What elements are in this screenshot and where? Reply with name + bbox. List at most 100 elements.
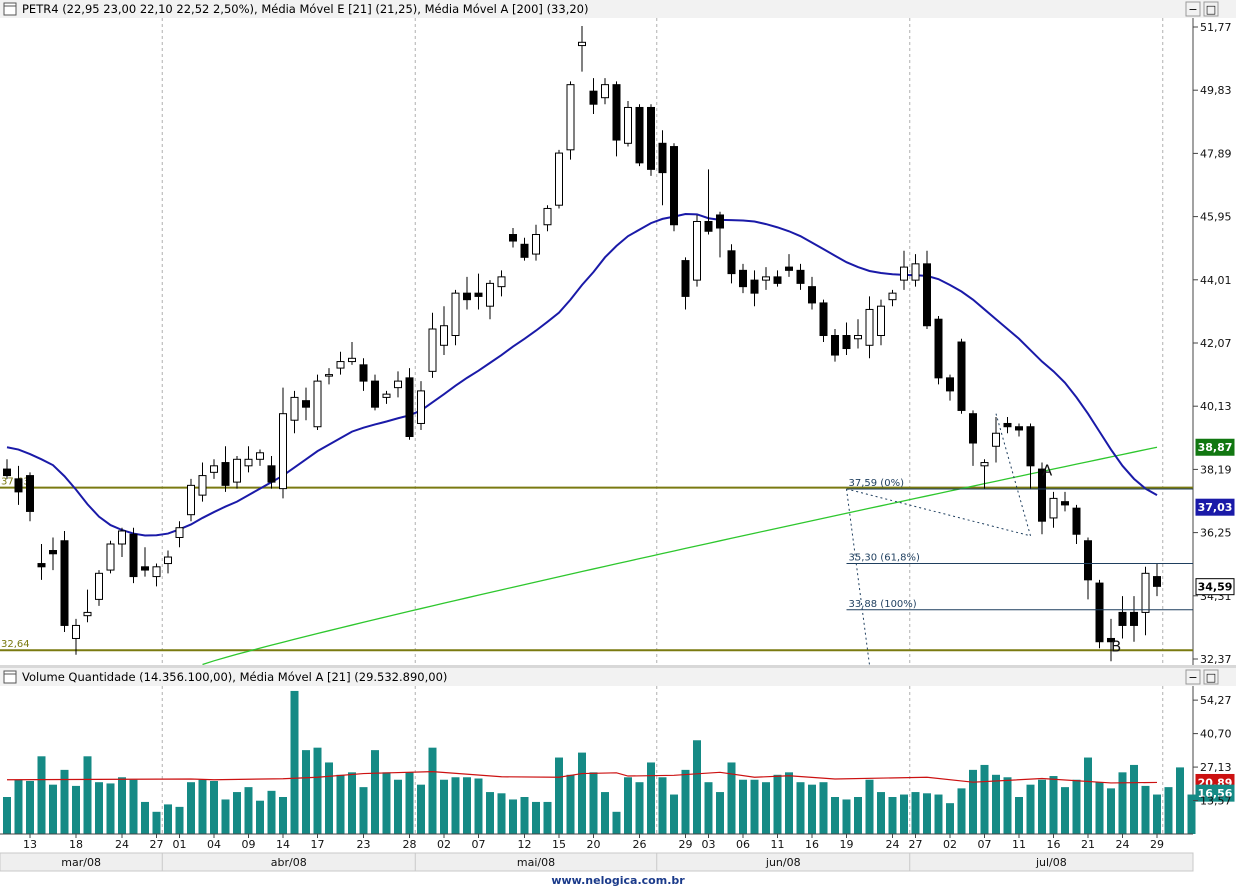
volume-bar[interactable] (14, 779, 23, 834)
candle[interactable] (1061, 491, 1069, 512)
candle[interactable] (233, 456, 241, 489)
candle[interactable] (727, 244, 736, 284)
volume-bar[interactable] (1061, 787, 1069, 834)
volume-bar[interactable] (865, 779, 874, 834)
candle[interactable] (900, 250, 908, 290)
candle[interactable] (842, 322, 851, 356)
volume-bar[interactable] (279, 797, 287, 834)
volume-maximize-button[interactable] (1203, 669, 1219, 685)
volume-bar[interactable] (727, 762, 736, 834)
candle[interactable] (83, 589, 92, 623)
volume-bar[interactable] (877, 792, 885, 834)
volume-bar[interactable] (60, 769, 69, 834)
volume-bar[interactable] (555, 757, 563, 834)
volume-bar[interactable] (474, 778, 483, 835)
volume-bar[interactable] (566, 774, 575, 834)
volume-bar[interactable] (1176, 767, 1184, 834)
volume-bar[interactable] (463, 777, 471, 834)
volume-bar[interactable] (1038, 779, 1046, 834)
candle[interactable] (750, 270, 759, 307)
candle[interactable] (267, 456, 276, 489)
volume-ma-line[interactable] (6, 770, 1158, 784)
volume-bar[interactable] (72, 785, 80, 834)
volume-bar[interactable] (1187, 794, 1196, 834)
candle[interactable] (808, 276, 816, 310)
maximize-button[interactable] (1203, 1, 1219, 17)
candle[interactable] (382, 390, 391, 404)
candle[interactable] (129, 527, 138, 584)
volume-bar[interactable] (486, 792, 494, 834)
candle[interactable] (670, 143, 678, 232)
volume-bar[interactable] (969, 769, 977, 834)
volume-bar[interactable] (336, 774, 345, 834)
volume-bar[interactable] (670, 794, 678, 834)
volume-bar[interactable] (601, 792, 609, 834)
candle[interactable] (520, 237, 529, 261)
volume-bar[interactable] (95, 782, 103, 834)
volume-bar[interactable] (1141, 785, 1150, 834)
volume-bar[interactable] (888, 797, 897, 834)
volume-bar[interactable] (900, 794, 908, 834)
candle[interactable] (1153, 563, 1161, 597)
candle[interactable] (451, 289, 460, 346)
candle[interactable] (762, 267, 770, 290)
volume-bar[interactable] (911, 792, 920, 834)
candle[interactable] (152, 563, 161, 587)
volume-bar[interactable] (394, 779, 402, 834)
candle[interactable] (141, 547, 149, 577)
volume-bar[interactable] (3, 797, 11, 834)
candle[interactable] (244, 446, 253, 473)
candle[interactable] (957, 338, 966, 414)
candle[interactable] (106, 540, 115, 574)
volume-bar[interactable] (210, 780, 218, 834)
volume-bar[interactable] (716, 792, 724, 834)
volume-bar[interactable] (957, 788, 966, 834)
volume-bar[interactable] (1084, 757, 1092, 834)
candle[interactable] (37, 544, 46, 580)
volume-bar[interactable] (26, 780, 34, 834)
volume-bar[interactable] (520, 797, 529, 834)
candle[interactable] (26, 472, 34, 522)
candle[interactable] (348, 342, 356, 365)
volume-bar[interactable] (382, 772, 391, 834)
candle[interactable] (612, 81, 621, 157)
candle[interactable] (164, 550, 172, 574)
candle[interactable] (336, 351, 345, 375)
candle[interactable] (773, 270, 782, 287)
candle[interactable] (497, 270, 506, 297)
fib-trend-line[interactable] (846, 488, 1031, 537)
volume-bar[interactable] (129, 779, 138, 834)
volume-bar[interactable] (739, 779, 747, 834)
candle[interactable] (221, 446, 230, 492)
volume-bar[interactable] (302, 750, 310, 834)
candle[interactable] (210, 459, 218, 479)
candle[interactable] (313, 374, 322, 430)
volume-bar[interactable] (509, 799, 517, 834)
candle[interactable] (187, 478, 195, 522)
volume-bar[interactable] (854, 797, 862, 834)
volume-bar[interactable] (164, 804, 172, 834)
candle[interactable] (992, 416, 1000, 463)
candle[interactable] (1118, 596, 1127, 639)
candle[interactable] (1015, 423, 1023, 437)
volume-bar[interactable] (118, 777, 126, 834)
volume-bar[interactable] (141, 801, 149, 834)
volume-bar[interactable] (681, 769, 690, 834)
candle[interactable] (1130, 596, 1138, 642)
candle[interactable] (1049, 491, 1058, 528)
volume-bar[interactable] (647, 762, 655, 834)
candle[interactable] (1003, 416, 1012, 434)
candle[interactable] (635, 104, 644, 167)
volume-bar[interactable] (1130, 764, 1138, 834)
volume-bar[interactable] (773, 774, 782, 834)
candle[interactable] (854, 319, 862, 349)
volume-bar[interactable] (1003, 777, 1012, 834)
candle[interactable] (405, 368, 414, 440)
candle[interactable] (716, 211, 724, 258)
volume-bar[interactable] (1049, 776, 1058, 834)
volume-bar[interactable] (497, 793, 506, 834)
candle[interactable] (911, 254, 920, 287)
candle[interactable] (463, 276, 471, 310)
candle[interactable] (440, 306, 448, 356)
